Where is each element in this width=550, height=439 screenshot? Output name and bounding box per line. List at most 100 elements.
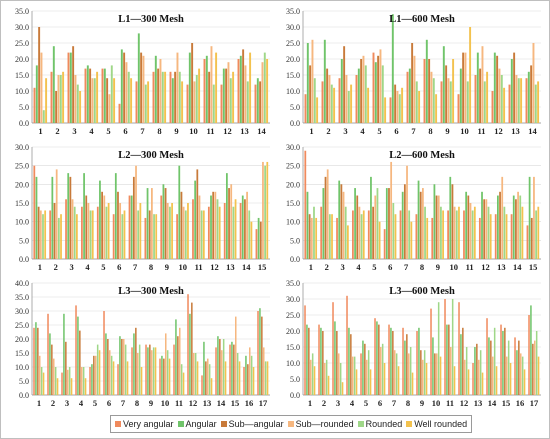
bar [512,195,515,259]
bar [61,372,63,395]
bar [527,71,530,123]
bar [435,195,438,259]
x-tick-label: 5 [93,398,97,408]
bar [514,337,516,395]
bar [93,355,95,395]
bar [117,191,119,259]
bar [174,71,177,123]
bar [433,184,436,259]
x-tick-label: 4 [350,398,355,408]
bar [180,191,183,259]
x-tick-label: 6 [394,126,398,136]
legend-label: Sub—rounded [295,419,354,429]
bar [130,78,133,123]
bar [123,52,126,123]
bar [435,94,438,123]
bar [169,71,172,123]
bar [250,221,253,259]
bar [37,327,39,395]
bar [132,176,135,259]
bar [431,217,434,259]
bar [474,347,476,395]
x-tick-label: 5 [101,262,105,272]
bar [127,71,130,123]
y-tick-label: 30.0 [286,295,300,304]
x-tick-label: 17 [530,398,539,408]
bar [91,210,94,259]
bar [49,333,51,395]
bar [453,206,456,259]
bar [346,295,348,395]
bar [369,369,372,395]
bar [192,199,194,259]
bar [478,217,481,259]
bar [326,68,329,123]
bar [69,52,72,123]
bar [328,75,331,123]
bar [338,180,341,259]
bar [55,169,58,259]
legend-swatch [406,421,413,427]
bar [42,372,45,395]
bar [348,327,350,395]
bar [98,350,101,395]
bar [256,78,259,123]
bar [381,343,384,395]
bar [388,188,390,259]
y-tick-label: 15.0 [15,199,29,208]
bar [107,203,110,259]
bar [121,214,124,259]
bar [485,199,488,259]
y-tick-label: 30.0 [15,307,29,316]
bar [451,184,454,259]
bar [350,334,352,395]
bar [464,52,467,123]
y-tick-label: 35.0 [15,293,29,302]
chart-l1-300: 0.05.010.015.020.025.030.035.01 2 3 4 5 6 7 8 9 1… [15,7,270,136]
bar [161,355,163,395]
bar [169,206,171,259]
bar [530,65,533,123]
bar [462,327,464,395]
bar [420,350,422,395]
y-tick-label: 0.0 [290,255,300,264]
bar [177,336,179,395]
bar [202,210,205,259]
bar [505,214,508,259]
bar [140,52,143,123]
bar [350,84,353,123]
bar [171,203,173,259]
bar [528,315,530,395]
bar [338,78,341,123]
bar [488,337,490,395]
bar [392,203,395,259]
bar [228,188,230,259]
bar [462,52,465,123]
bar [68,367,71,395]
bar [362,55,365,123]
bar [467,369,470,395]
y-tick-label: 5.0 [19,377,29,386]
bar [530,305,532,395]
bar [163,358,165,395]
y-tick-label: 30.0 [15,143,29,152]
bar [82,367,85,395]
bar [376,321,378,395]
x-tick-label: 2 [51,398,55,408]
x-tick-label: 15 [502,398,511,408]
bar [110,355,113,395]
bar [306,43,309,123]
bar [67,369,69,395]
bar [481,46,484,124]
bar [33,165,36,259]
bar [89,68,92,123]
panel-l1-600: 0.0 5.0 10.0 15.0 20.0 25.0 30.0 35.0 1 2 3 4 5 6 7 8 9 1… [277,5,547,141]
bar [74,75,77,123]
bar [117,364,119,395]
bar [235,316,237,395]
bar [425,363,428,395]
bar [67,52,70,123]
bar [383,363,386,395]
bar [355,369,358,395]
bar [195,75,198,123]
